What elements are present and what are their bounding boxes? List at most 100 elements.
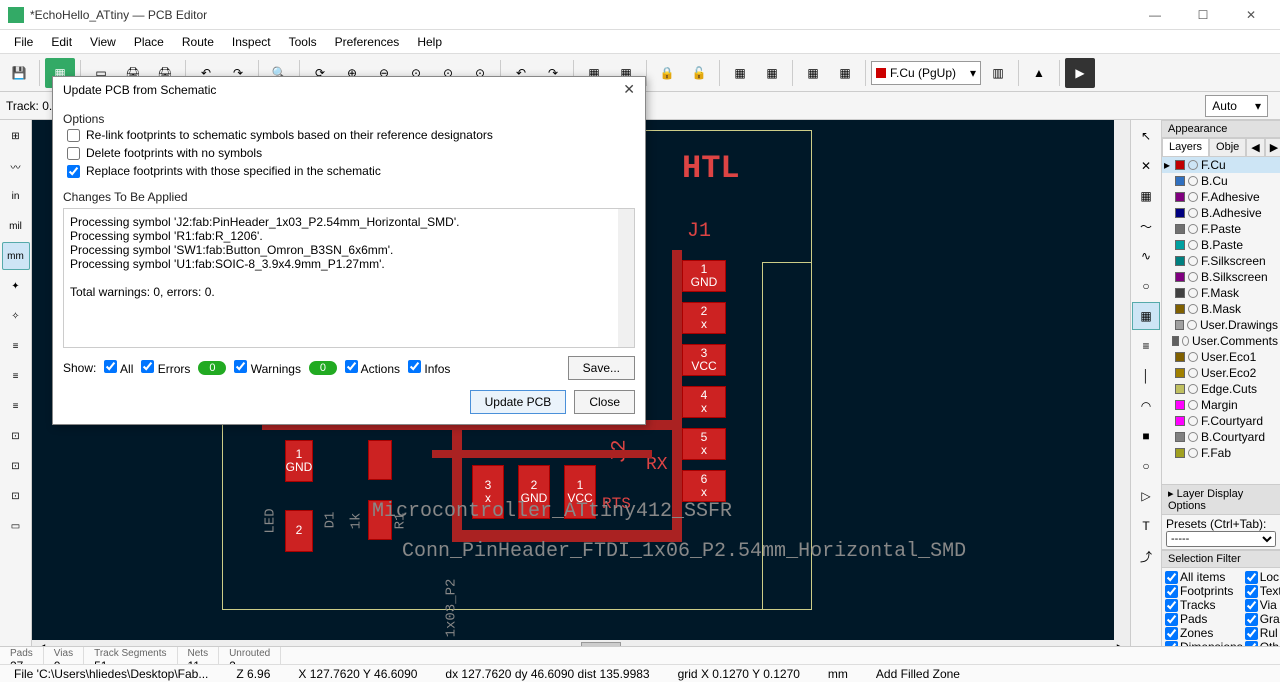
drc-icon[interactable]: ▦ — [725, 58, 755, 88]
left-tool-2[interactable]: in — [2, 182, 30, 210]
right-tool-1[interactable]: ✕ — [1132, 152, 1160, 180]
editor-icon[interactable]: ▦ — [830, 58, 860, 88]
right-tool-3[interactable]: 〜 — [1132, 212, 1160, 240]
menu-help[interactable]: Help — [409, 33, 450, 51]
script-icon[interactable]: ▶ — [1065, 58, 1095, 88]
presets-dropdown[interactable]: ----- — [1166, 531, 1276, 547]
pad-j1-3[interactable]: 3VCC — [682, 344, 726, 376]
right-tool-13[interactable]: T — [1132, 512, 1160, 540]
pad-j1-6[interactable]: 6x — [682, 470, 726, 502]
minimize-button[interactable]: — — [1134, 1, 1176, 29]
filter-tracks[interactable]: Tracks — [1165, 598, 1243, 612]
filter-warnings-checkbox[interactable] — [234, 360, 247, 373]
footprint-icon[interactable]: ▦ — [757, 58, 787, 88]
layer-row-F.Courtyard[interactable]: F.Courtyard — [1162, 413, 1280, 429]
right-tool-2[interactable]: ▦ — [1132, 182, 1160, 210]
tab-nav-left[interactable]: ◀ — [1246, 138, 1264, 156]
right-tool-4[interactable]: ∿ — [1132, 242, 1160, 270]
filter-text[interactable]: Text — [1245, 584, 1280, 598]
layer-row-B.Cu[interactable]: B.Cu — [1162, 173, 1280, 189]
layer-row-B.Paste[interactable]: B.Paste — [1162, 237, 1280, 253]
tab-nav-right[interactable]: ▶ — [1265, 138, 1280, 156]
left-tool-6[interactable]: ✧ — [2, 302, 30, 330]
right-tool-14[interactable]: ⤴ — [1132, 542, 1160, 570]
filter-all-checkbox[interactable] — [104, 360, 117, 373]
layer-row-B.Adhesive[interactable]: B.Adhesive — [1162, 205, 1280, 221]
left-tool-13[interactable]: ▭ — [2, 512, 30, 540]
save-icon[interactable]: 💾 — [4, 58, 34, 88]
filter-zones[interactable]: Zones — [1165, 626, 1243, 640]
filter-rul[interactable]: Rul — [1245, 626, 1280, 640]
layer-row-B.Mask[interactable]: B.Mask — [1162, 301, 1280, 317]
left-tool-1[interactable]: 〰 — [2, 152, 30, 180]
left-tool-5[interactable]: ✦ — [2, 272, 30, 300]
right-tool-11[interactable]: ○ — [1132, 452, 1160, 480]
tab-objects[interactable]: Obje — [1209, 138, 1246, 156]
pad-j1-1[interactable]: 1GND — [682, 260, 726, 292]
dialog-close-icon[interactable]: ✕ — [623, 81, 635, 98]
grid-auto-dropdown[interactable]: Auto ▾ — [1205, 95, 1268, 117]
layer-row-User.Eco1[interactable]: User.Eco1 — [1162, 349, 1280, 365]
left-tool-11[interactable]: ⊡ — [2, 452, 30, 480]
layer-row-Margin[interactable]: Margin — [1162, 397, 1280, 413]
left-tool-3[interactable]: mil — [2, 212, 30, 240]
menu-edit[interactable]: Edit — [43, 33, 80, 51]
menu-view[interactable]: View — [82, 33, 124, 51]
left-tool-7[interactable]: ≡ — [2, 332, 30, 360]
right-tool-12[interactable]: ▷ — [1132, 482, 1160, 510]
layer-row-B.Courtyard[interactable]: B.Courtyard — [1162, 429, 1280, 445]
update-icon[interactable]: ▦ — [798, 58, 828, 88]
close-button[interactable]: ✕ — [1230, 1, 1272, 29]
left-tool-10[interactable]: ⊡ — [2, 422, 30, 450]
maximize-button[interactable]: ☐ — [1182, 1, 1224, 29]
layer-display-options[interactable]: ▸ Layer Display Options — [1162, 484, 1280, 515]
filter-loc[interactable]: Loc — [1245, 570, 1280, 584]
filter-errors-checkbox[interactable] — [141, 360, 154, 373]
right-tool-0[interactable]: ↖ — [1132, 122, 1160, 150]
layer-row-F.Cu[interactable]: ▸F.Cu — [1162, 157, 1280, 173]
pad-j1-2[interactable]: 2x — [682, 302, 726, 334]
opt-replace-checkbox[interactable] — [67, 165, 80, 178]
layer-row-User.Drawings[interactable]: User.Drawings — [1162, 317, 1280, 333]
filter-pads[interactable]: Pads — [1165, 612, 1243, 626]
layer-row-Edge.Cuts[interactable]: Edge.Cuts — [1162, 381, 1280, 397]
right-tool-10[interactable]: ■ — [1132, 422, 1160, 450]
menu-place[interactable]: Place — [126, 33, 172, 51]
layer-row-User.Eco2[interactable]: User.Eco2 — [1162, 365, 1280, 381]
update-pcb-button[interactable]: Update PCB — [470, 390, 567, 414]
right-tool-7[interactable]: ≡ — [1132, 332, 1160, 360]
filter-footprints[interactable]: Footprints — [1165, 584, 1243, 598]
opt-delete-checkbox[interactable] — [67, 147, 80, 160]
filter-gra[interactable]: Gra — [1245, 612, 1280, 626]
left-tool-4[interactable]: mm — [2, 242, 30, 270]
layer-row-F.Adhesive[interactable]: F.Adhesive — [1162, 189, 1280, 205]
menu-tools[interactable]: Tools — [281, 33, 325, 51]
right-tool-6[interactable]: ▦ — [1132, 302, 1160, 330]
left-tool-12[interactable]: ⊡ — [2, 482, 30, 510]
3d-icon[interactable]: ▲ — [1024, 58, 1054, 88]
filter-actions-checkbox[interactable] — [345, 360, 358, 373]
layer-row-F.Fab[interactable]: F.Fab — [1162, 445, 1280, 461]
close-dialog-button[interactable]: Close — [574, 390, 635, 414]
layer-pair-icon[interactable]: ▥ — [983, 58, 1013, 88]
menu-route[interactable]: Route — [174, 33, 222, 51]
canvas-scrollbar-v[interactable] — [1114, 120, 1130, 640]
right-tool-8[interactable]: │ — [1132, 362, 1160, 390]
left-tool-8[interactable]: ≡ — [2, 362, 30, 390]
layer-row-F.Silkscreen[interactable]: F.Silkscreen — [1162, 253, 1280, 269]
opt-relink-checkbox[interactable] — [67, 129, 80, 142]
save-log-button[interactable]: Save... — [568, 356, 635, 380]
filter-via[interactable]: Via — [1245, 598, 1280, 612]
tab-layers[interactable]: Layers — [1162, 138, 1209, 156]
layer-row-F.Mask[interactable]: F.Mask — [1162, 285, 1280, 301]
right-tool-9[interactable]: ◠ — [1132, 392, 1160, 420]
right-tool-5[interactable]: ○ — [1132, 272, 1160, 300]
pad-j1-4[interactable]: 4x — [682, 386, 726, 418]
active-layer-dropdown[interactable]: F.Cu (PgUp) ▾ — [871, 61, 981, 85]
layer-row-User.Comments[interactable]: User.Comments — [1162, 333, 1280, 349]
layer-row-B.Silkscreen[interactable]: B.Silkscreen — [1162, 269, 1280, 285]
left-tool-9[interactable]: ≡ — [2, 392, 30, 420]
layer-row-F.Paste[interactable]: F.Paste — [1162, 221, 1280, 237]
pad-j1-5[interactable]: 5x — [682, 428, 726, 460]
menu-file[interactable]: File — [6, 33, 41, 51]
